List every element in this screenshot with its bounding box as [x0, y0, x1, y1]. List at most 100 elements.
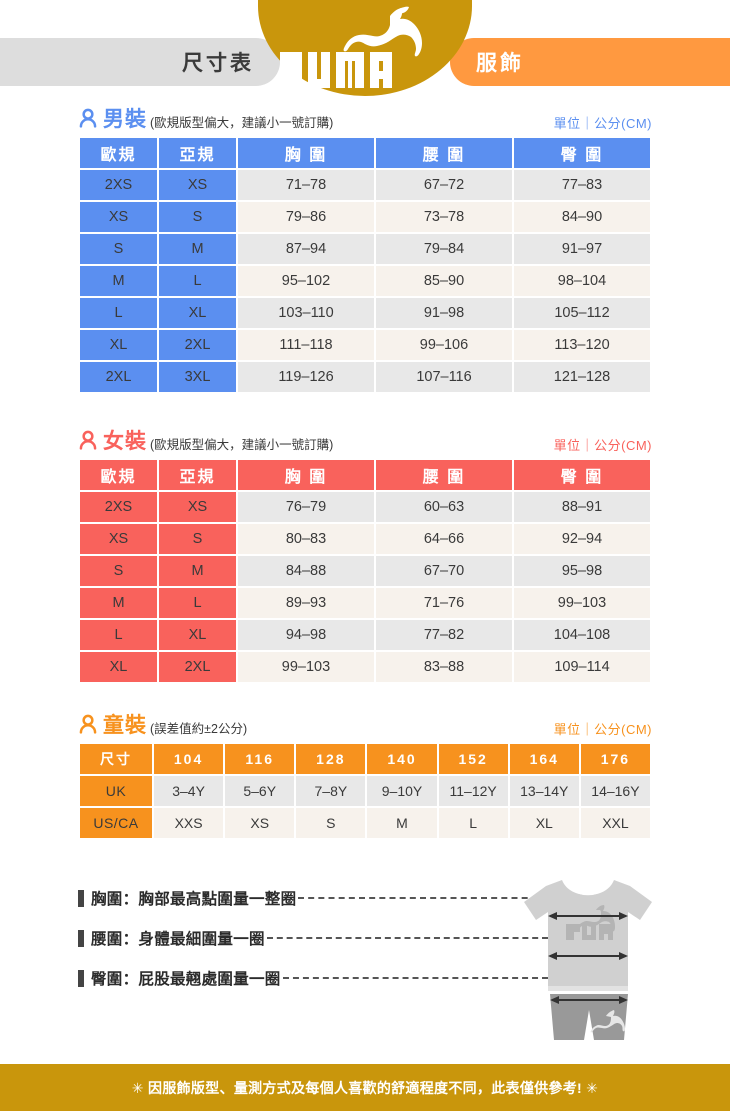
table-row: S M 87–94 79–84 91–97	[80, 234, 650, 264]
table-row: US/CA XXS XS S M L XL XXL	[80, 808, 650, 838]
cell-letter-size: XXS	[154, 808, 224, 838]
cell-hip: 98–104	[514, 266, 650, 296]
cell-asia-size: XS	[159, 492, 236, 522]
cell-age: 13–14Y	[509, 776, 579, 806]
guide-item-waist: 腰圍：身體最細圍量一圈	[78, 918, 548, 958]
cell-age: 11–12Y	[438, 776, 508, 806]
table-header-row: 歐規 亞規 胸 圍 腰 圍 臀 圍	[80, 460, 650, 490]
table-row: S M 84–88 67–70 95–98	[80, 556, 650, 586]
column-header: 140	[367, 744, 437, 774]
column-header: 亞規	[159, 138, 236, 168]
measurement-guide-lines: 胸圍：胸部最高點圍量一整圈 腰圍：身體最細圍量一圈 臀圍：屁股最翹處圍量一圈	[78, 878, 548, 998]
men-section: 男裝 (歐規版型偏大，建議小一號訂購) 單位｜公分(CM) 歐規 亞規 胸 圍 …	[0, 100, 730, 394]
column-header: 亞規	[159, 460, 236, 490]
men-size-table: 歐規 亞規 胸 圍 腰 圍 臀 圍 2XS XS 71–78 67–72 77–…	[78, 136, 652, 394]
table-row: M L 95–102 85–90 98–104	[80, 266, 650, 296]
cell-hip: 121–128	[514, 362, 650, 392]
table-row: 2XL 3XL 119–126 107–116 121–128	[80, 362, 650, 392]
category-pill: 服飾	[450, 38, 730, 86]
cell-chest: 89–93	[238, 588, 374, 618]
column-header: 臀 圍	[514, 460, 650, 490]
cell-hip: 91–97	[514, 234, 650, 264]
chest-arrow-head-right	[619, 912, 628, 920]
cell-age: 9–10Y	[367, 776, 437, 806]
column-header: 歐規	[80, 460, 157, 490]
cell-chest: 87–94	[238, 234, 374, 264]
cell-waist: 107–116	[376, 362, 512, 392]
leader-line	[266, 937, 548, 939]
page-header: 尺寸表 服飾	[0, 0, 730, 100]
column-header: 176	[580, 744, 650, 774]
table-row: 2XS XS 76–79 60–63 88–91	[80, 492, 650, 522]
cell-hip: 95–98	[514, 556, 650, 586]
cell-hip: 77–83	[514, 170, 650, 200]
cell-region-usca: US/CA	[80, 808, 152, 838]
cell-age: 3–4Y	[154, 776, 224, 806]
cell-chest: 103–110	[238, 298, 374, 328]
guide-label: 腰圍：身體最細圍量一圈	[91, 931, 265, 948]
kids-section-note: (誤差值約±2公分)	[150, 721, 248, 736]
cell-eu-size: XS	[80, 202, 157, 232]
cell-region-uk: UK	[80, 776, 152, 806]
cell-letter-size: M	[367, 808, 437, 838]
collar-line	[562, 879, 614, 896]
cell-asia-size: 2XL	[159, 330, 236, 360]
table-row: XS S 79–86 73–78 84–90	[80, 202, 650, 232]
cell-chest: 84–88	[238, 556, 374, 586]
cell-hip: 109–114	[514, 652, 650, 682]
column-header: 臀 圍	[514, 138, 650, 168]
cell-waist: 91–98	[376, 298, 512, 328]
cell-waist: 60–63	[376, 492, 512, 522]
waist-arrow-head-left	[548, 952, 557, 960]
column-header: 164	[509, 744, 579, 774]
cell-waist: 67–70	[376, 556, 512, 586]
women-section-header: 女裝 (歐規版型偏大，建議小一號訂購) 單位｜公分(CM)	[78, 422, 652, 452]
table-header-row: 歐規 亞規 胸 圍 腰 圍 臀 圍	[80, 138, 650, 168]
cell-chest: 76–79	[238, 492, 374, 522]
cell-hip: 113–120	[514, 330, 650, 360]
cell-hip: 92–94	[514, 524, 650, 554]
bullet-icon	[78, 889, 84, 907]
cell-eu-size: 2XL	[80, 362, 157, 392]
kids-section-header: 童裝 (誤差值約±2公分) 單位｜公分(CM)	[78, 706, 652, 736]
cell-letter-size: S	[296, 808, 366, 838]
cell-letter-size: XS	[225, 808, 295, 838]
cell-eu-size: 2XS	[80, 492, 157, 522]
cell-letter-size: L	[438, 808, 508, 838]
cell-eu-size: XS	[80, 524, 157, 554]
men-unit-label: 單位｜公分(CM)	[553, 116, 652, 131]
column-header: 152	[438, 744, 508, 774]
kids-section: 童裝 (誤差值約±2公分) 單位｜公分(CM) 尺寸 104 116 128 1…	[0, 706, 730, 840]
cell-asia-size: 3XL	[159, 362, 236, 392]
kids-unit-label: 單位｜公分(CM)	[553, 722, 652, 737]
cell-waist: 71–76	[376, 588, 512, 618]
table-row: UK 3–4Y 5–6Y 7–8Y 9–10Y 11–12Y 13–14Y 14…	[80, 776, 650, 806]
garment-illustration	[524, 879, 652, 1040]
women-section-note: (歐規版型偏大，建議小一號訂購)	[150, 437, 334, 452]
cell-waist: 73–78	[376, 202, 512, 232]
cell-waist: 99–106	[376, 330, 512, 360]
cell-asia-size: S	[159, 202, 236, 232]
cell-chest: 119–126	[238, 362, 374, 392]
women-unit-label: 單位｜公分(CM)	[553, 438, 652, 453]
cell-waist: 79–84	[376, 234, 512, 264]
cell-waist: 67–72	[376, 170, 512, 200]
cell-chest: 79–86	[238, 202, 374, 232]
person-icon	[79, 108, 97, 128]
leader-line	[298, 897, 548, 899]
table-row: XL 2XL 99–103 83–88 109–114	[80, 652, 650, 682]
measure-arrows	[548, 912, 628, 1004]
waist-arrow-head-right	[619, 952, 628, 960]
column-header: 116	[225, 744, 295, 774]
size-chart-label: 尺寸表	[182, 52, 254, 75]
column-header: 腰 圍	[376, 138, 512, 168]
table-row: 2XS XS 71–78 67–72 77–83	[80, 170, 650, 200]
cell-chest: 95–102	[238, 266, 374, 296]
puma-brand-shield	[258, 0, 472, 96]
cell-waist: 77–82	[376, 620, 512, 650]
cell-age: 7–8Y	[296, 776, 366, 806]
table-row: L XL 103–110 91–98 105–112	[80, 298, 650, 328]
column-header: 104	[154, 744, 224, 774]
table-row: L XL 94–98 77–82 104–108	[80, 620, 650, 650]
table-header-row: 尺寸 104 116 128 140 152 164 176	[80, 744, 650, 774]
